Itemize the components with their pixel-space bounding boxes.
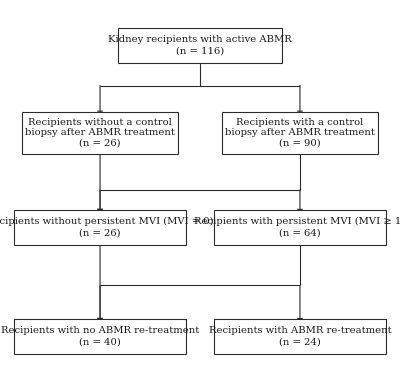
Text: (n = 116): (n = 116)	[176, 47, 224, 56]
Text: (n = 26): (n = 26)	[79, 229, 121, 237]
Text: Recipients with no ABMR re-treatment: Recipients with no ABMR re-treatment	[1, 326, 199, 335]
Text: Recipients with a control: Recipients with a control	[236, 118, 364, 127]
FancyBboxPatch shape	[118, 28, 282, 63]
Text: (n = 24): (n = 24)	[279, 338, 321, 347]
Text: (n = 26): (n = 26)	[79, 138, 121, 147]
Text: (n = 90): (n = 90)	[279, 138, 321, 147]
Text: Recipients without a control: Recipients without a control	[28, 118, 172, 127]
FancyBboxPatch shape	[14, 319, 186, 354]
FancyBboxPatch shape	[214, 210, 386, 244]
Text: Recipients with ABMR re-treatment: Recipients with ABMR re-treatment	[209, 326, 391, 335]
FancyBboxPatch shape	[14, 210, 186, 244]
FancyBboxPatch shape	[222, 112, 378, 154]
Text: (n = 40): (n = 40)	[79, 338, 121, 347]
FancyBboxPatch shape	[214, 319, 386, 354]
Text: biopsy after ABMR treatment: biopsy after ABMR treatment	[25, 128, 175, 137]
Text: Recipients with persistent MVI (MVI ≥ 1): Recipients with persistent MVI (MVI ≥ 1)	[194, 217, 400, 226]
FancyBboxPatch shape	[22, 112, 178, 154]
Text: Kidney recipients with active ABMR: Kidney recipients with active ABMR	[108, 35, 292, 45]
Text: (n = 64): (n = 64)	[279, 229, 321, 237]
Text: Recipients without persistent MVI (MVI = 0): Recipients without persistent MVI (MVI =…	[0, 217, 214, 226]
Text: biopsy after ABMR treatment: biopsy after ABMR treatment	[225, 128, 375, 137]
